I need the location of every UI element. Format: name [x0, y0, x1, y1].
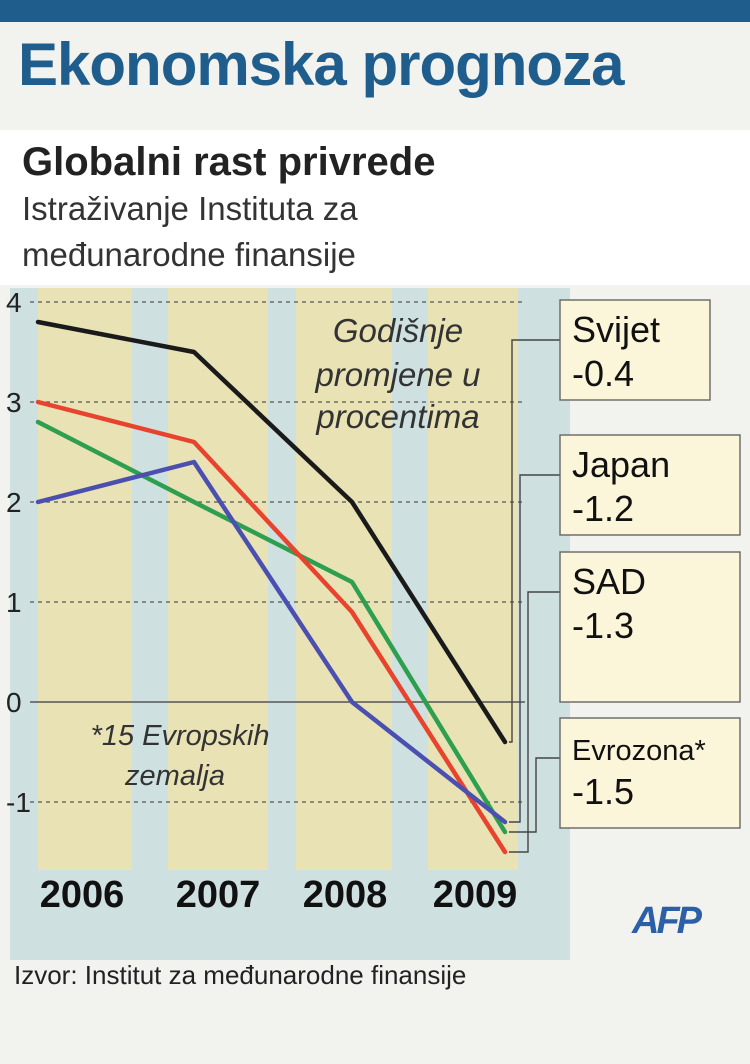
y-tick-label: 3	[6, 387, 22, 418]
leader-line-sad	[509, 591, 560, 853]
header-band	[0, 130, 750, 285]
year-band-2006	[38, 288, 132, 870]
series-end-value-evrozona: -1.5	[572, 771, 634, 812]
series-end-value-sad: -1.3	[572, 605, 634, 646]
x-tick-label: 2007	[176, 874, 261, 916]
year-band-2007	[168, 288, 268, 870]
label-box-sad	[559, 551, 741, 703]
series-name-svijet: Svijet	[572, 309, 660, 350]
series-end-value-svijet: -0.4	[572, 353, 634, 394]
label-box-evrozona	[559, 717, 741, 829]
leader-line-svijet	[509, 339, 560, 743]
line-chart: 4 3 2 1 0 -1 2006 2007 2008 2009 Godišnje promjene …	[6, 287, 741, 960]
chart-subtitle: Globalni rast privrede	[22, 140, 436, 184]
series-end-value-japan: -1.2	[572, 488, 634, 529]
y-tick-label: 0	[6, 687, 22, 718]
footnote-line: zemalja	[124, 760, 225, 792]
label-box-japan	[559, 434, 741, 536]
x-tick-label: 2009	[433, 874, 518, 916]
series-name-evrozona: Evrozona*	[572, 735, 706, 767]
chart-description-line-1: Istraživanje Instituta za	[22, 190, 358, 227]
series-line-evrozona	[35, 419, 508, 835]
x-tick-label: 2008	[303, 874, 388, 916]
page-title: Ekonomska prognoza	[18, 31, 624, 98]
x-tick-label: 2006	[40, 874, 125, 916]
annotation-line: procentima	[315, 398, 479, 435]
series-line-sad	[35, 399, 508, 855]
series-name-sad: SAD	[572, 561, 646, 602]
annotation-line: promjene u	[314, 356, 480, 393]
chart-description-line-2: međunarodne finansije	[22, 236, 356, 273]
source-note: Izvor: Institut za međunarodne finansije	[14, 960, 467, 990]
leader-line-evrozona	[509, 757, 560, 833]
y-tick-label: 1	[6, 587, 22, 618]
afp-logo: AFP	[632, 900, 702, 942]
y-tick-label: 2	[6, 487, 22, 518]
series-line-svijet	[35, 319, 508, 745]
y-tick-label: 4	[6, 287, 22, 318]
label-box-svijet	[559, 299, 711, 401]
y-tick-label: -1	[6, 787, 31, 818]
annotation-line: Godišnje	[333, 312, 463, 349]
series-name-japan: Japan	[572, 444, 670, 485]
top-bar	[0, 0, 750, 22]
leader-line-japan	[509, 474, 560, 823]
footnote-line: *15 Evropskih	[91, 720, 270, 752]
series-line-japan	[35, 459, 508, 825]
